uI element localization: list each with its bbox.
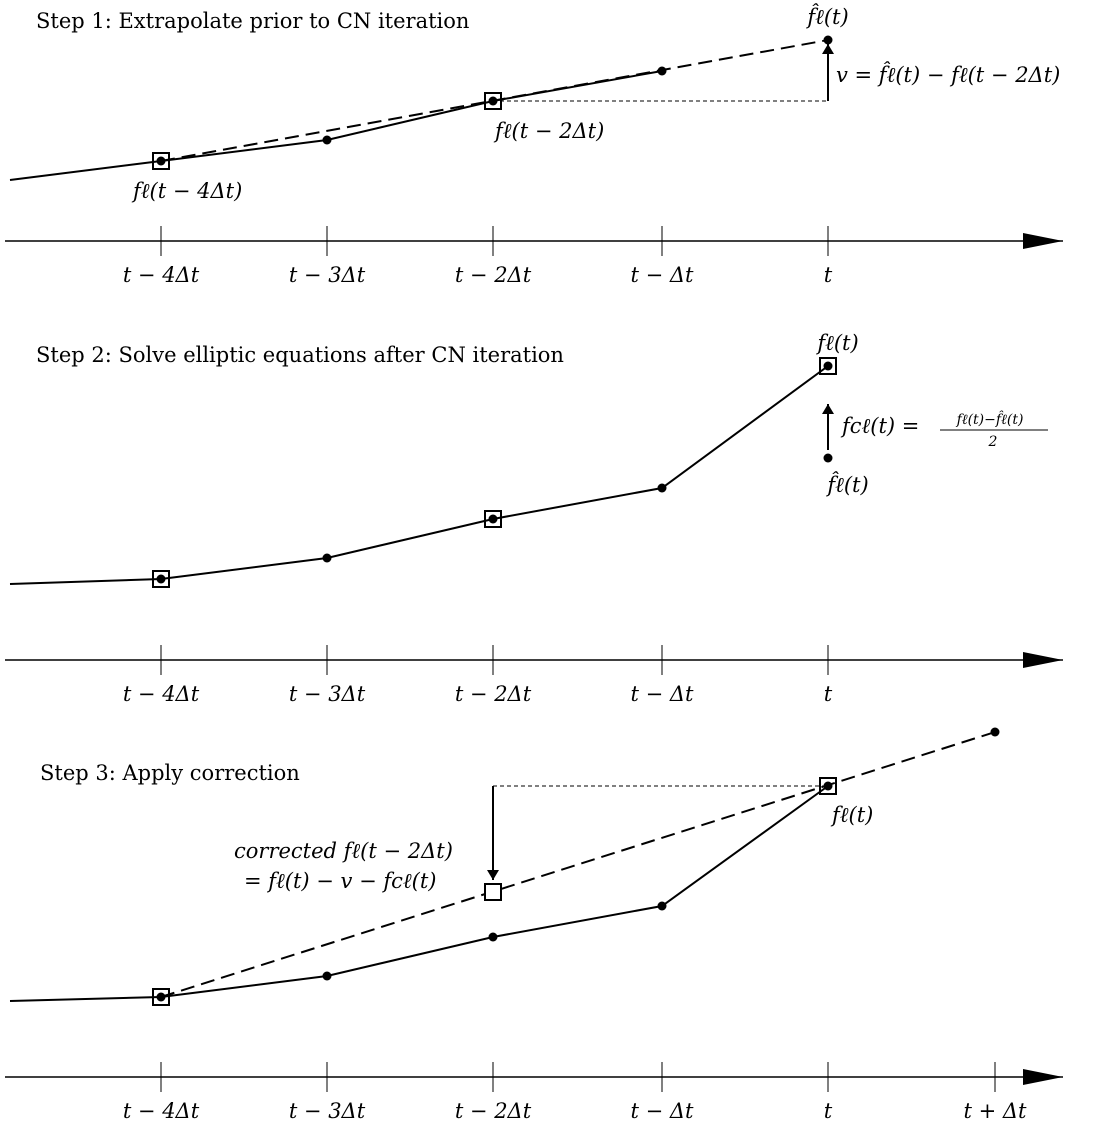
panel-2-point-t-dt bbox=[657, 483, 667, 493]
panel-2-solid-curve bbox=[9, 365, 829, 585]
panel-1-f-t-4dt-label: fℓ(t − 4Δt) bbox=[131, 179, 242, 203]
panel-3-tick-label: t − 2Δt bbox=[455, 1099, 532, 1123]
panel-3-corrected-line-2: = fℓ(t) − v − fcℓ(t) bbox=[244, 869, 436, 893]
panel-3-corrected-line-1: corrected fℓ(t − 2Δt) bbox=[234, 839, 453, 863]
panel-step-3: Step 3: Apply correction fℓ(t) corrected… bbox=[5, 727, 1063, 1123]
panel-3-f-t-label: fℓ(t) bbox=[830, 803, 873, 827]
panel-1-point-fhat bbox=[823, 35, 833, 45]
panel-3-box-t-4dt bbox=[152, 988, 170, 1006]
panel-3-point-t-dt bbox=[657, 901, 667, 911]
panel-step-2: Step 2: Solve elliptic equations after C… bbox=[5, 331, 1063, 706]
panel-1-box-t-4dt bbox=[152, 152, 170, 170]
panel-2-fc-lhs: fcℓ(t) = bbox=[840, 414, 919, 438]
panel-step-1: Step 1: Extrapolate prior to CN iteratio… bbox=[5, 4, 1063, 287]
panel-1-box-t-2dt bbox=[484, 92, 502, 110]
panel-2-point-fhat bbox=[823, 453, 833, 463]
panel-2-tick-label: t − 3Δt bbox=[289, 682, 366, 706]
panel-1-f-t-2dt-label: fℓ(t − 2Δt) bbox=[493, 119, 604, 143]
panel-2-tick-label: t − Δt bbox=[631, 682, 695, 706]
panel-3-box-corrected bbox=[484, 883, 502, 901]
panel-3-tick-label: t + Δt bbox=[964, 1099, 1028, 1123]
panel-3-box-t bbox=[819, 777, 837, 795]
panel-2-point-t-3dt bbox=[322, 553, 332, 563]
panel-2-point-t bbox=[823, 361, 833, 371]
panel-1-point-t-3dt bbox=[322, 135, 332, 145]
panel-2-point-t-4dt bbox=[156, 574, 166, 584]
panel-2-title: Step 2: Solve elliptic equations after C… bbox=[36, 343, 564, 367]
panel-2-box-t bbox=[819, 357, 837, 375]
panel-3-tick-label: t bbox=[824, 1099, 833, 1123]
panel-1-tick-label: t − Δt bbox=[631, 263, 695, 287]
panel-3-tick-label: t − 4Δt bbox=[123, 1099, 200, 1123]
panel-2-f-t-label: fℓ(t) bbox=[815, 331, 858, 355]
panel-1-point-t-4dt bbox=[156, 156, 166, 166]
panel-2-fc-denominator: 2 bbox=[988, 434, 998, 450]
panel-3-point-t-4dt bbox=[156, 992, 166, 1002]
panel-3-point-t-3dt bbox=[322, 971, 332, 981]
panel-1-tick-label: t − 4Δt bbox=[123, 263, 200, 287]
panel-3-tick-label: t − 3Δt bbox=[289, 1099, 366, 1123]
panel-1-v-equation: v = f̂ℓ(t) − fℓ(t − 2Δt) bbox=[836, 62, 1060, 87]
panel-1-tick-label: t bbox=[824, 263, 833, 287]
panel-1-fhat-label: f̂ℓ(t) bbox=[805, 4, 848, 29]
panel-1-point-t-dt bbox=[657, 66, 667, 76]
panel-3-point-t bbox=[823, 781, 833, 791]
panel-2-box-t-4dt bbox=[152, 570, 170, 588]
panel-2-tick-label: t bbox=[824, 682, 833, 706]
panel-1-ticks bbox=[160, 226, 829, 256]
panel-1-point-t-2dt bbox=[488, 96, 498, 106]
panel-2-fhat-label: f̂ℓ(t) bbox=[825, 472, 868, 497]
panel-1-title: Step 1: Extrapolate prior to CN iteratio… bbox=[36, 9, 469, 33]
panel-3-ticks bbox=[160, 1062, 996, 1092]
panel-3-solid-curve bbox=[9, 785, 829, 1002]
panel-2-tick-label: t − 4Δt bbox=[123, 682, 200, 706]
panel-1-tick-label: t − 3Δt bbox=[289, 263, 366, 287]
panel-1-tick-label: t − 2Δt bbox=[455, 263, 532, 287]
panel-2-tick-label: t − 2Δt bbox=[455, 682, 532, 706]
panel-3-point-t-2dt bbox=[488, 932, 498, 942]
panel-2-ticks bbox=[160, 645, 829, 675]
panel-2-fc-numerator: fℓ(t)−f̂ℓ(t) bbox=[956, 410, 1024, 428]
panel-2-point-t-2dt bbox=[488, 514, 498, 524]
panel-3-tick-label: t − Δt bbox=[631, 1099, 695, 1123]
panel-2-box-t-2dt bbox=[484, 510, 502, 528]
panel-3-point-t-plus-dt bbox=[990, 727, 1000, 737]
panel-3-title: Step 3: Apply correction bbox=[40, 761, 300, 785]
